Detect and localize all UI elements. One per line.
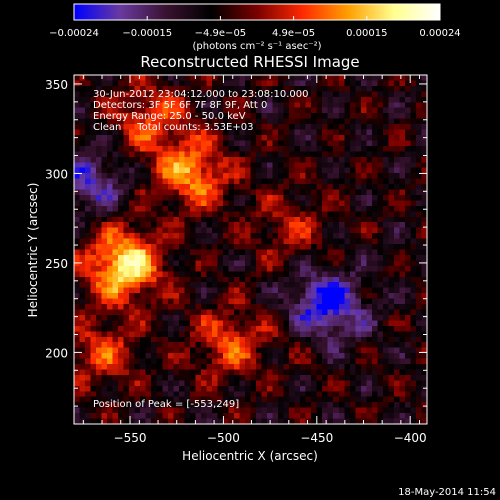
colorbar-tick-label: −0.00015 xyxy=(122,28,172,39)
annotation-block: 30-Jun-2012 23:04:12.000 to 23:08:10.000… xyxy=(93,89,309,133)
colorbar-unit-label: (photons cm⁻² s⁻¹ asec⁻²) xyxy=(192,41,321,52)
y-axis-label: Heliocentric Y (arcsec) xyxy=(26,183,40,318)
peak-position-label: Position of Peak = [-553,249] xyxy=(93,399,239,410)
x-axis-label: Heliocentric X (arcsec) xyxy=(182,449,318,463)
y-tick-label: 300 xyxy=(45,167,68,181)
plot-frame xyxy=(73,74,428,425)
colorbar-tick-label: 4.9e−05 xyxy=(272,28,315,39)
annotation-energy-range: Energy Range: 25.0 - 50.0 keV xyxy=(93,111,246,122)
axis-ticks: −550 −500 −450 −400 200 250 300 350 xyxy=(45,75,427,445)
y-tick-label: 250 xyxy=(45,257,68,271)
colorbar-gradient xyxy=(74,4,440,20)
annotation-clean-counts: Clean Total counts: 3.53E+03 xyxy=(93,122,253,133)
heatmap-image xyxy=(74,75,427,424)
colorbar-ticks: −0.00024 −0.00015 −4.9e−05 4.9e−05 0.00015 0.… xyxy=(49,16,461,39)
colorbar-tick-label: −4.9e−05 xyxy=(195,28,247,39)
y-tick-label: 350 xyxy=(45,78,68,92)
y-tick-label: 200 xyxy=(45,346,68,360)
colorbar-frame xyxy=(73,3,441,21)
annotation-detectors: Detectors: 3F 5F 6F 7F 8F 9F, Att 0 xyxy=(93,100,267,111)
colorbar-tick-label: −0.00024 xyxy=(49,28,99,39)
annotation-time-range: 30-Jun-2012 23:04:12.000 to 23:08:10.000 xyxy=(93,89,309,100)
x-tick-label: −400 xyxy=(394,431,427,445)
colorbar-tick-label: 0.00024 xyxy=(419,28,460,39)
x-tick-label: −500 xyxy=(207,431,240,445)
chart-title: Reconstructed RHESSI Image xyxy=(140,53,359,71)
footer-date: 18-May-2014 11:54 xyxy=(398,487,496,498)
x-tick-label: −550 xyxy=(114,431,147,445)
x-tick-label: −450 xyxy=(300,431,333,445)
colorbar-tick-label: 0.00015 xyxy=(346,28,387,39)
